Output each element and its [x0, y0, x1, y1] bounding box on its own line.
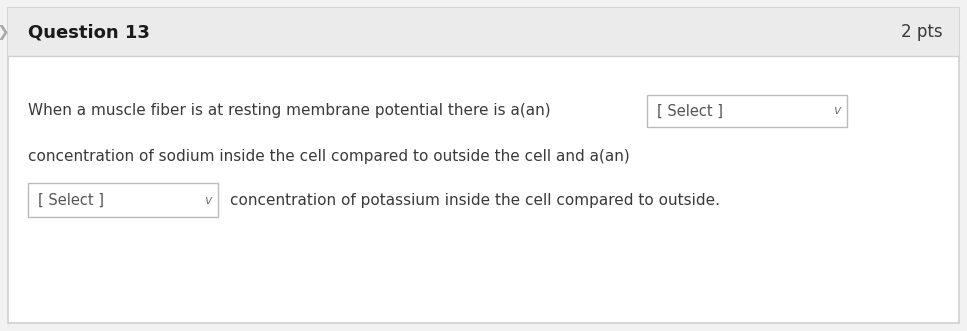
- Text: [ Select ]: [ Select ]: [657, 104, 723, 118]
- Text: concentration of sodium inside the cell compared to outside the cell and a(an): concentration of sodium inside the cell …: [28, 149, 630, 164]
- Text: [ Select ]: [ Select ]: [38, 193, 104, 208]
- Text: concentration of potassium inside the cell compared to outside.: concentration of potassium inside the ce…: [230, 193, 720, 208]
- Text: v: v: [834, 105, 840, 118]
- FancyBboxPatch shape: [8, 8, 959, 323]
- Text: When a muscle fiber is at resting membrane potential there is a(an): When a muscle fiber is at resting membra…: [28, 104, 550, 118]
- Text: ❯: ❯: [0, 24, 10, 39]
- Text: v: v: [204, 194, 212, 207]
- Text: 2 pts: 2 pts: [901, 23, 943, 41]
- Text: Question 13: Question 13: [28, 23, 150, 41]
- Bar: [647, 95, 847, 127]
- Bar: [28, 183, 218, 217]
- Bar: [8, 8, 959, 56]
